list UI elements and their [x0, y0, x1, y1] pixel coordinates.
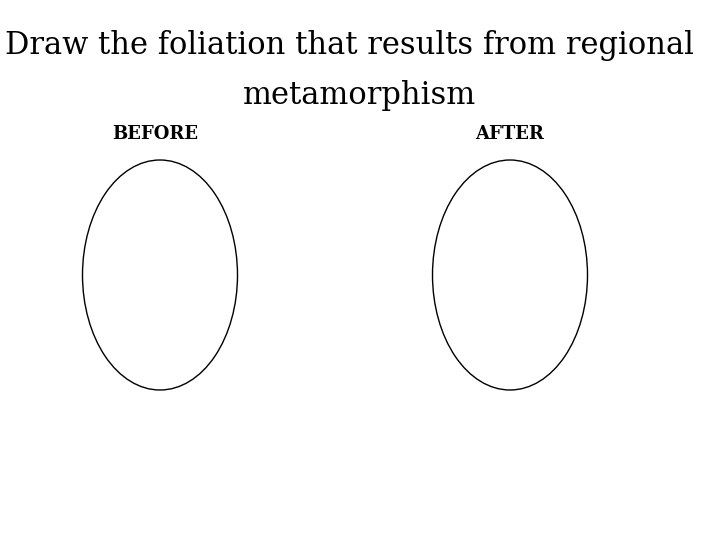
Text: Draw the foliation that results from regional: Draw the foliation that results from reg… — [5, 30, 694, 61]
Text: metamorphism: metamorphism — [243, 80, 477, 111]
Text: BEFORE: BEFORE — [112, 125, 198, 143]
Text: AFTER: AFTER — [476, 125, 544, 143]
